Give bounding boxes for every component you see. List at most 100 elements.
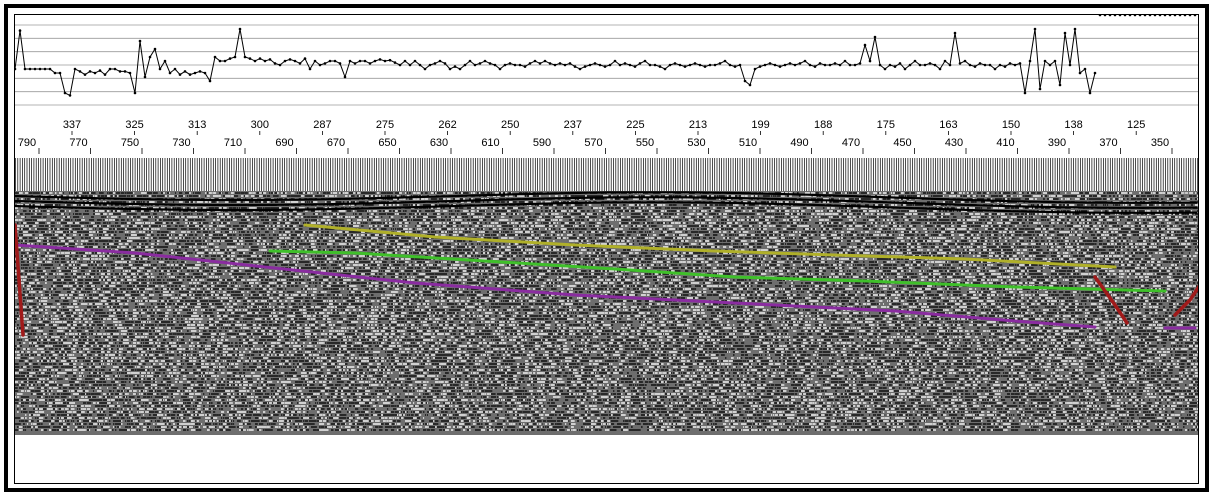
profile-point — [708, 63, 712, 67]
profile-point — [1058, 83, 1062, 87]
profile-point — [673, 62, 677, 65]
profile-point — [1018, 62, 1022, 65]
profile-point — [748, 83, 752, 87]
profile-point — [313, 59, 317, 63]
profile-point — [833, 62, 837, 65]
profile-point — [208, 79, 212, 83]
profile-point — [883, 67, 887, 71]
profile-point — [823, 63, 827, 67]
trace-header-ticks — [15, 158, 1198, 191]
profile-point — [838, 63, 842, 67]
cdp-tick-label: 337 — [63, 119, 81, 131]
profile-point — [123, 70, 127, 73]
profile-point — [553, 63, 557, 67]
profile-point — [573, 65, 577, 68]
profile-point — [98, 69, 102, 72]
profile-point — [228, 57, 232, 60]
profile-point — [1053, 59, 1057, 63]
shotpoint-tick-label: 710 — [224, 137, 242, 149]
profile-point — [173, 67, 177, 71]
cdp-tick-label: 313 — [188, 119, 206, 131]
shotpoint-tick-label: 590 — [533, 137, 551, 149]
profile-point — [193, 71, 197, 75]
profile-point — [1003, 65, 1007, 68]
profile-point — [628, 63, 632, 67]
profile-point — [383, 59, 387, 63]
profile-point — [1078, 71, 1082, 75]
profile-point — [728, 63, 732, 67]
profile-point — [23, 67, 27, 71]
profile-point — [1143, 15, 1147, 17]
profile-point — [578, 67, 582, 71]
profile-point — [1133, 15, 1137, 17]
cdp-tick-label: 275 — [376, 119, 394, 131]
shotpoint-tick-label: 650 — [378, 137, 396, 149]
seismic-section-panel: 337 325 313 300 287 275 262 250 237 225 213 199 188 1… — [14, 14, 1199, 484]
profile-point — [618, 63, 622, 67]
profile-point — [1073, 27, 1077, 31]
shotpoint-tick-label: 750 — [121, 137, 139, 149]
profile-point — [1008, 62, 1012, 65]
profile-point — [563, 63, 567, 67]
profile-point — [818, 62, 822, 65]
profile-point — [643, 59, 647, 63]
profile-point — [498, 67, 502, 71]
figure-frame: 337 325 313 300 287 275 262 250 237 225 213 199 188 1… — [4, 4, 1209, 492]
profile-point — [668, 63, 672, 67]
profile-point — [443, 62, 447, 65]
profile-point — [1193, 15, 1197, 17]
profile-point — [858, 62, 862, 65]
profile-point — [598, 63, 602, 67]
seismic-chart: 337 325 313 300 287 275 262 250 237 225 213 199 188 1… — [15, 15, 1198, 435]
profile-point — [678, 63, 682, 67]
shotpoint-tick-label: 770 — [69, 137, 87, 149]
profile-point — [143, 75, 147, 79]
profile-point — [1128, 15, 1132, 17]
shotpoint-tick-label: 550 — [636, 137, 654, 149]
cdp-tick-label: 287 — [313, 119, 331, 131]
cdp-tick-label: 300 — [251, 119, 269, 131]
shotpoint-tick-label: 790 — [18, 137, 36, 149]
profile-point — [1138, 15, 1142, 17]
profile-point — [63, 91, 67, 95]
profile-point — [453, 65, 457, 68]
profile-point — [233, 55, 237, 59]
profile-point — [558, 62, 562, 65]
axes-group: 337 325 313 300 287 275 262 250 237 225 213 199 188 1… — [18, 119, 1173, 154]
profile-point — [163, 59, 167, 63]
profile-point — [948, 63, 952, 67]
profile-point — [338, 62, 342, 65]
profile-point — [863, 43, 867, 47]
profile-point — [358, 59, 362, 63]
profile-point — [73, 67, 77, 71]
profile-point — [368, 62, 372, 65]
profile-point — [508, 62, 512, 65]
profile-point — [958, 62, 962, 65]
profile-point — [78, 70, 82, 73]
profile-point — [1033, 27, 1037, 31]
profile-point — [718, 62, 722, 65]
cdp-tick-label: 262 — [438, 119, 456, 131]
profile-point — [1103, 15, 1107, 17]
profile-point — [373, 59, 377, 63]
profile-point — [623, 62, 627, 65]
trace-profile — [15, 15, 1198, 106]
profile-point — [408, 63, 412, 67]
profile-point — [263, 59, 267, 63]
profile-point — [1113, 15, 1117, 17]
profile-point — [1183, 15, 1187, 17]
profile-point — [893, 65, 897, 68]
profile-point — [483, 59, 487, 63]
cdp-tick-label: 199 — [751, 119, 769, 131]
shotpoint-tick-label: 390 — [1048, 137, 1066, 149]
profile-point — [1068, 63, 1072, 67]
profile-point — [518, 63, 522, 67]
profile-point — [593, 62, 597, 65]
profile-point — [468, 59, 472, 63]
profile-point — [878, 63, 882, 67]
profile-point — [788, 62, 792, 65]
profile-point — [683, 65, 687, 68]
cdp-tick-label: 188 — [814, 119, 832, 131]
profile-point — [168, 71, 172, 75]
profile-point — [1098, 15, 1102, 17]
